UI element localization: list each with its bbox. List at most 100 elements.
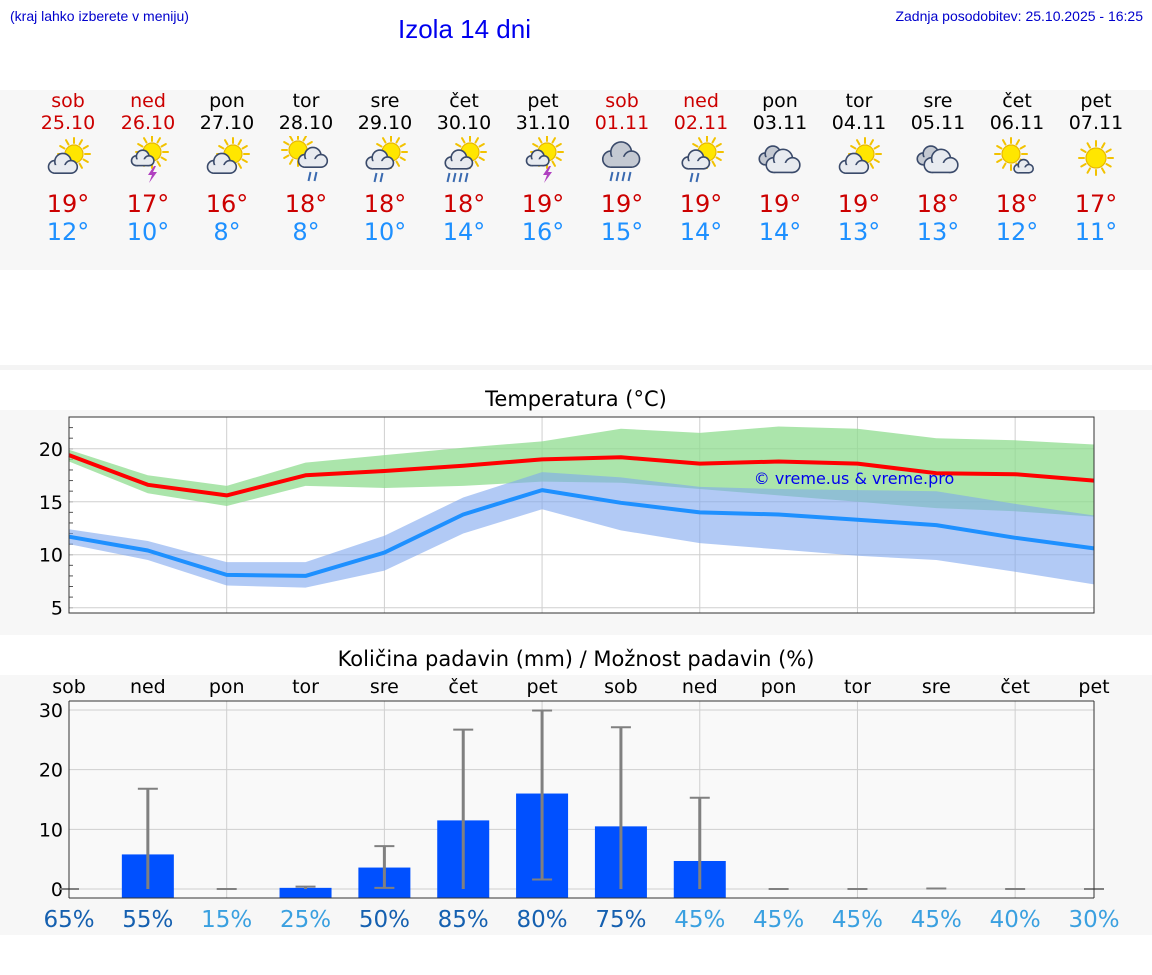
min-temperature: 8° xyxy=(213,218,241,246)
day-axis-label: pon xyxy=(761,676,797,698)
rain-drop xyxy=(464,172,469,183)
sun-ray xyxy=(65,139,70,146)
precipitation-error-bar xyxy=(610,726,631,890)
day-name: pet xyxy=(527,90,559,112)
min-temperature: 13° xyxy=(916,218,960,246)
day-axis-label: pet xyxy=(526,676,557,698)
cloud-shape xyxy=(765,148,801,174)
y-tick-label: 10 xyxy=(39,819,63,841)
precipitation-probability: 45% xyxy=(674,907,725,933)
day-date: 27.10 xyxy=(199,112,255,134)
cloud-body xyxy=(845,165,862,174)
cloud-body xyxy=(451,161,467,169)
sun-ray xyxy=(289,158,294,165)
day-axis-label: čet xyxy=(448,676,478,698)
sun-ray xyxy=(1086,142,1091,149)
day-name: tor xyxy=(292,90,320,112)
rain-drop xyxy=(307,171,312,182)
sun-ray xyxy=(869,139,874,146)
sun-ray xyxy=(555,156,562,161)
sun-light-rain-icon xyxy=(365,136,408,183)
sun-ray xyxy=(395,160,400,167)
day-axis-label: pet xyxy=(1078,676,1109,698)
sun-ray xyxy=(692,143,699,148)
max-temperature: 19° xyxy=(679,190,723,218)
precipitation-probability: 45% xyxy=(753,907,804,933)
min-temperature: 14° xyxy=(758,218,802,246)
day-name: sre xyxy=(923,90,953,112)
day-date: 05.11 xyxy=(910,112,966,134)
sun-ray xyxy=(856,139,861,146)
day-axis-label: ned xyxy=(682,676,718,698)
cloud-body xyxy=(372,161,388,169)
cloud-body xyxy=(773,162,793,173)
day-axis-label: ned xyxy=(130,676,166,698)
cloud-shape xyxy=(206,152,238,175)
cloudy-icon xyxy=(758,145,801,174)
precipitation-probability: 55% xyxy=(122,907,173,933)
day-date: 31.10 xyxy=(515,112,571,134)
sun-ray xyxy=(78,139,83,146)
sun-ray xyxy=(160,156,167,161)
y-tick-label: 0 xyxy=(51,879,63,901)
sun-ray xyxy=(873,158,880,163)
sun-ray xyxy=(538,137,543,144)
day-name: sre xyxy=(370,90,400,112)
max-temperature: 19° xyxy=(46,190,90,218)
rain-drop xyxy=(609,171,614,182)
sun-ray xyxy=(283,141,290,146)
precipitation-error-bar xyxy=(926,887,947,890)
sun-ray xyxy=(82,158,89,163)
sun-ray xyxy=(1002,162,1007,169)
rain-drop xyxy=(615,171,620,182)
day-forecast-8: ned 02.11 19° 14° xyxy=(662,90,741,246)
day-name: čet xyxy=(1002,90,1032,112)
min-temperature: 11° xyxy=(1074,218,1118,246)
y-tick-label: 10 xyxy=(39,545,63,567)
sun-ray xyxy=(996,158,1003,163)
precipitation-probability: 80% xyxy=(517,907,568,933)
day-forecast-7: sob 01.11 19° 15° xyxy=(583,90,662,246)
y-tick-label: 5 xyxy=(51,598,63,620)
sun-ray xyxy=(82,145,89,150)
day-name: pon xyxy=(209,90,245,112)
sun-ray xyxy=(156,160,161,167)
day-forecast-6: pet 31.10 19° 16° xyxy=(504,90,583,246)
rain-drops xyxy=(307,171,318,182)
cloud-body xyxy=(931,162,951,173)
sun-ray xyxy=(1080,148,1087,153)
precipitation-error-bar xyxy=(137,787,158,890)
min-temperature-line xyxy=(68,488,1095,578)
min-temperature: 10° xyxy=(363,218,407,246)
day-axis-label: sob xyxy=(604,676,638,698)
day-date: 25.10 xyxy=(40,112,96,134)
temperature-plot-frame xyxy=(68,416,1095,614)
sun-ray xyxy=(395,137,400,144)
partly-cloudy-sun-icon xyxy=(47,137,91,175)
sun-ray xyxy=(474,160,479,167)
min-temperature: 15° xyxy=(600,218,644,246)
day-axis-label: sre xyxy=(922,676,951,698)
rain-drop xyxy=(695,172,700,183)
sun-ray xyxy=(551,160,556,167)
sun-heavy-rain-icon xyxy=(444,136,487,183)
sun-ray xyxy=(461,137,466,144)
cloud-shape xyxy=(838,152,870,175)
sun-ray xyxy=(237,162,242,169)
sun-shape xyxy=(1078,140,1114,176)
sun-ray xyxy=(289,136,294,142)
sun-ray xyxy=(555,143,562,148)
day-name: sob xyxy=(605,90,639,112)
sun-ray xyxy=(218,145,225,150)
sun-ray xyxy=(399,156,406,161)
day-forecast-2: pon 27.10 16° 8° xyxy=(188,90,267,246)
cloud-shape xyxy=(923,148,959,174)
max-temperature: 17° xyxy=(126,190,170,218)
day-axis-label: sob xyxy=(52,676,86,698)
copyright-watermark: © vreme.us & vreme.pro xyxy=(754,469,955,488)
sun-ray xyxy=(551,137,556,144)
sun-ray xyxy=(869,162,874,169)
min-temperature: 14° xyxy=(679,218,723,246)
day-date: 02.11 xyxy=(673,112,729,134)
precipitation-probability: 85% xyxy=(438,907,489,933)
